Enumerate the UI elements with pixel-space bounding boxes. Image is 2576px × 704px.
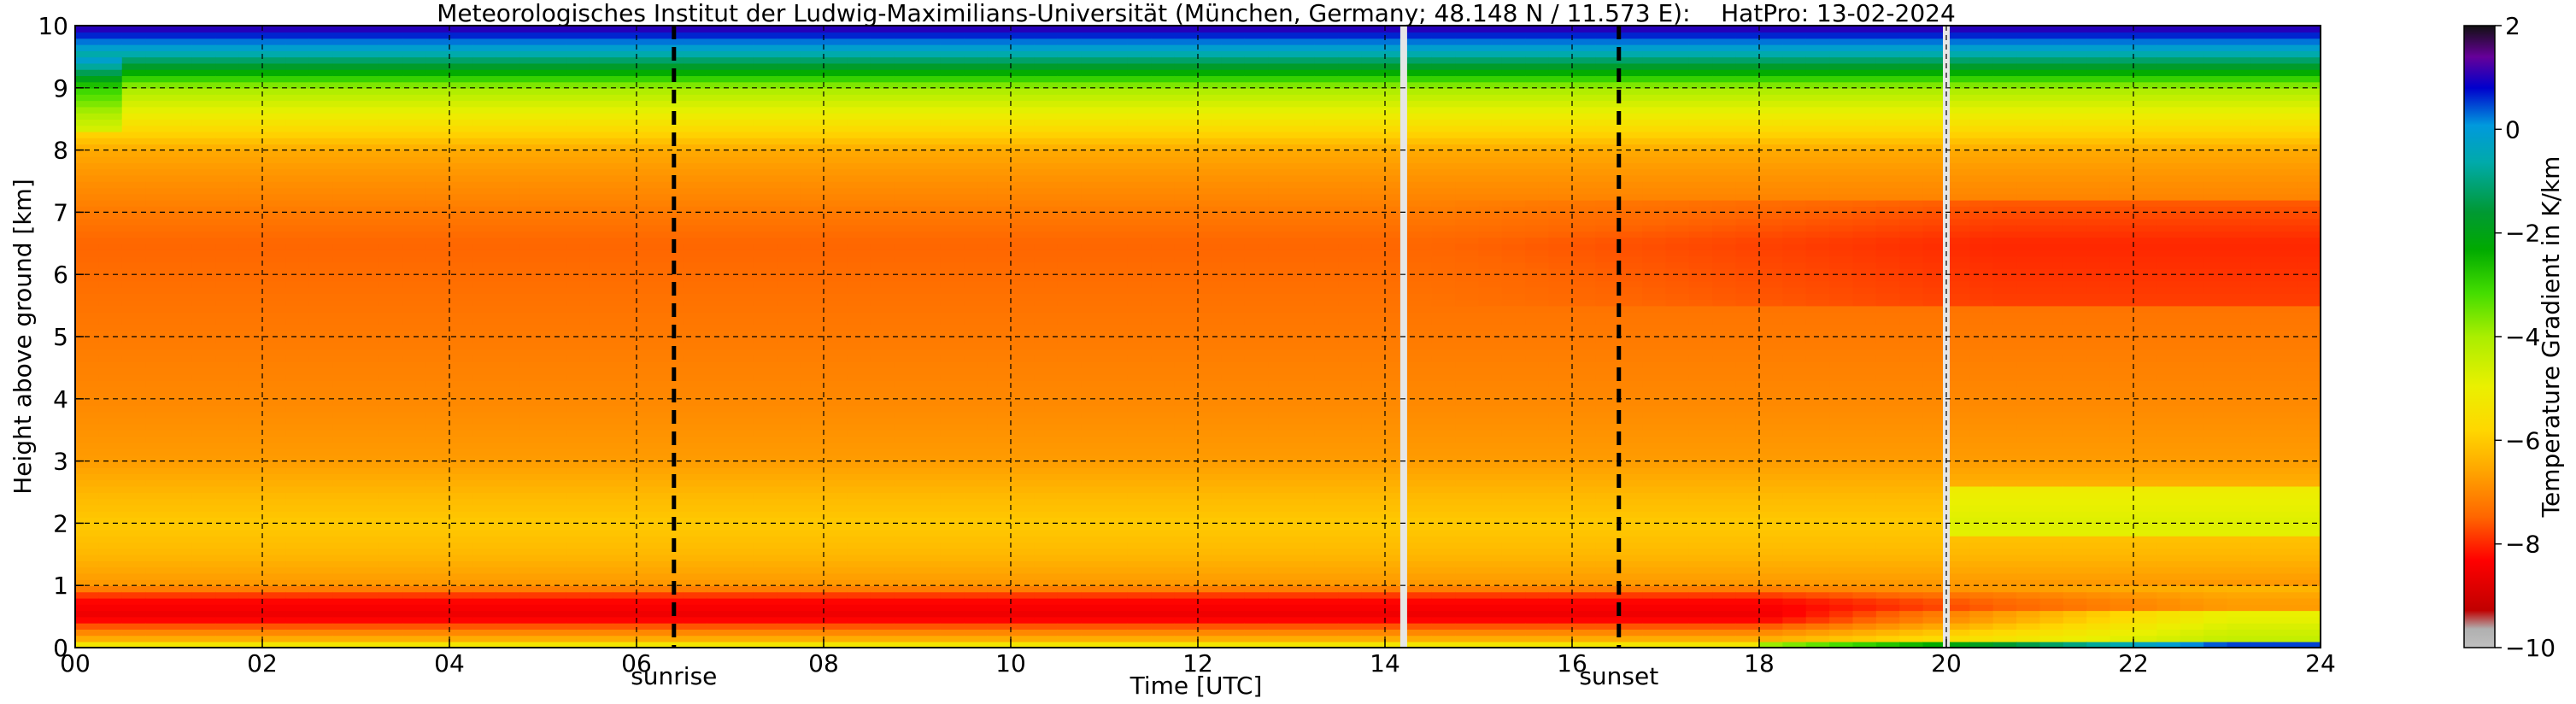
x-axis-label: Time [UTC] xyxy=(1130,672,1263,700)
y-tick-label: 5 xyxy=(53,323,68,351)
y-tick-label: 10 xyxy=(38,12,68,40)
x-tick-label: 06 xyxy=(621,649,652,678)
colorbar-tick-label: −4 xyxy=(2505,323,2540,351)
colorbar-tick-label: −10 xyxy=(2505,634,2555,662)
sun-marker-lines: sunrise sunset xyxy=(631,26,1658,690)
y-tick-label: 4 xyxy=(53,385,68,414)
y-axis-ticks: 0 1 2 3 4 5 6 7 8 9 10 xyxy=(38,12,84,662)
x-tick-label: 24 xyxy=(2305,649,2336,678)
x-tick-label: 22 xyxy=(2118,649,2149,678)
colorbar-label: Temperature Gradient in K/km xyxy=(2537,156,2565,519)
y-tick-label: 0 xyxy=(53,634,68,662)
x-tick-label: 02 xyxy=(247,649,278,678)
y-tick-label: 7 xyxy=(53,198,68,226)
sunrise-label: sunrise xyxy=(631,662,717,690)
colorbar xyxy=(2463,25,2496,648)
x-tick-label: 20 xyxy=(1931,649,1962,678)
colorbar-tick-label: 2 xyxy=(2505,12,2520,40)
x-tick-label: 08 xyxy=(808,649,839,678)
x-axis-ticks: 00 02 04 06 08 10 12 14 16 18 20 22 24 xyxy=(60,639,2336,678)
x-tick-label: 14 xyxy=(1370,649,1400,678)
colorbar-tick-label: −6 xyxy=(2505,426,2540,455)
heatmap-field xyxy=(75,26,2321,648)
y-tick-label: 2 xyxy=(53,509,68,537)
colorbar-tick-label: −2 xyxy=(2505,220,2540,248)
sunset-label: sunset xyxy=(1579,662,1658,690)
x-tick-label: 00 xyxy=(60,649,91,678)
x-tick-label: 16 xyxy=(1557,649,1587,678)
colorbar-ticks: 2 0 −2 −4 −6 −8 −10 xyxy=(2495,12,2555,662)
y-tick-label: 9 xyxy=(53,74,68,103)
colorbar-tick-label: 0 xyxy=(2505,115,2520,144)
chart-title: Meteorologisches Institut der Ludwig-Max… xyxy=(437,0,1956,27)
y-tick-label: 3 xyxy=(53,448,68,476)
y-tick-label: 1 xyxy=(53,572,68,600)
x-tick-label: 04 xyxy=(434,649,465,678)
colorbar-tick-label: −8 xyxy=(2505,531,2540,559)
x-tick-label: 12 xyxy=(1182,649,1213,678)
y-tick-label: 8 xyxy=(53,137,68,165)
y-tick-label: 6 xyxy=(53,261,68,289)
y-axis-label: Height above ground [km] xyxy=(9,179,37,495)
x-tick-label: 18 xyxy=(1744,649,1775,678)
grid-lines xyxy=(75,26,2321,648)
x-tick-label: 10 xyxy=(995,649,1026,678)
